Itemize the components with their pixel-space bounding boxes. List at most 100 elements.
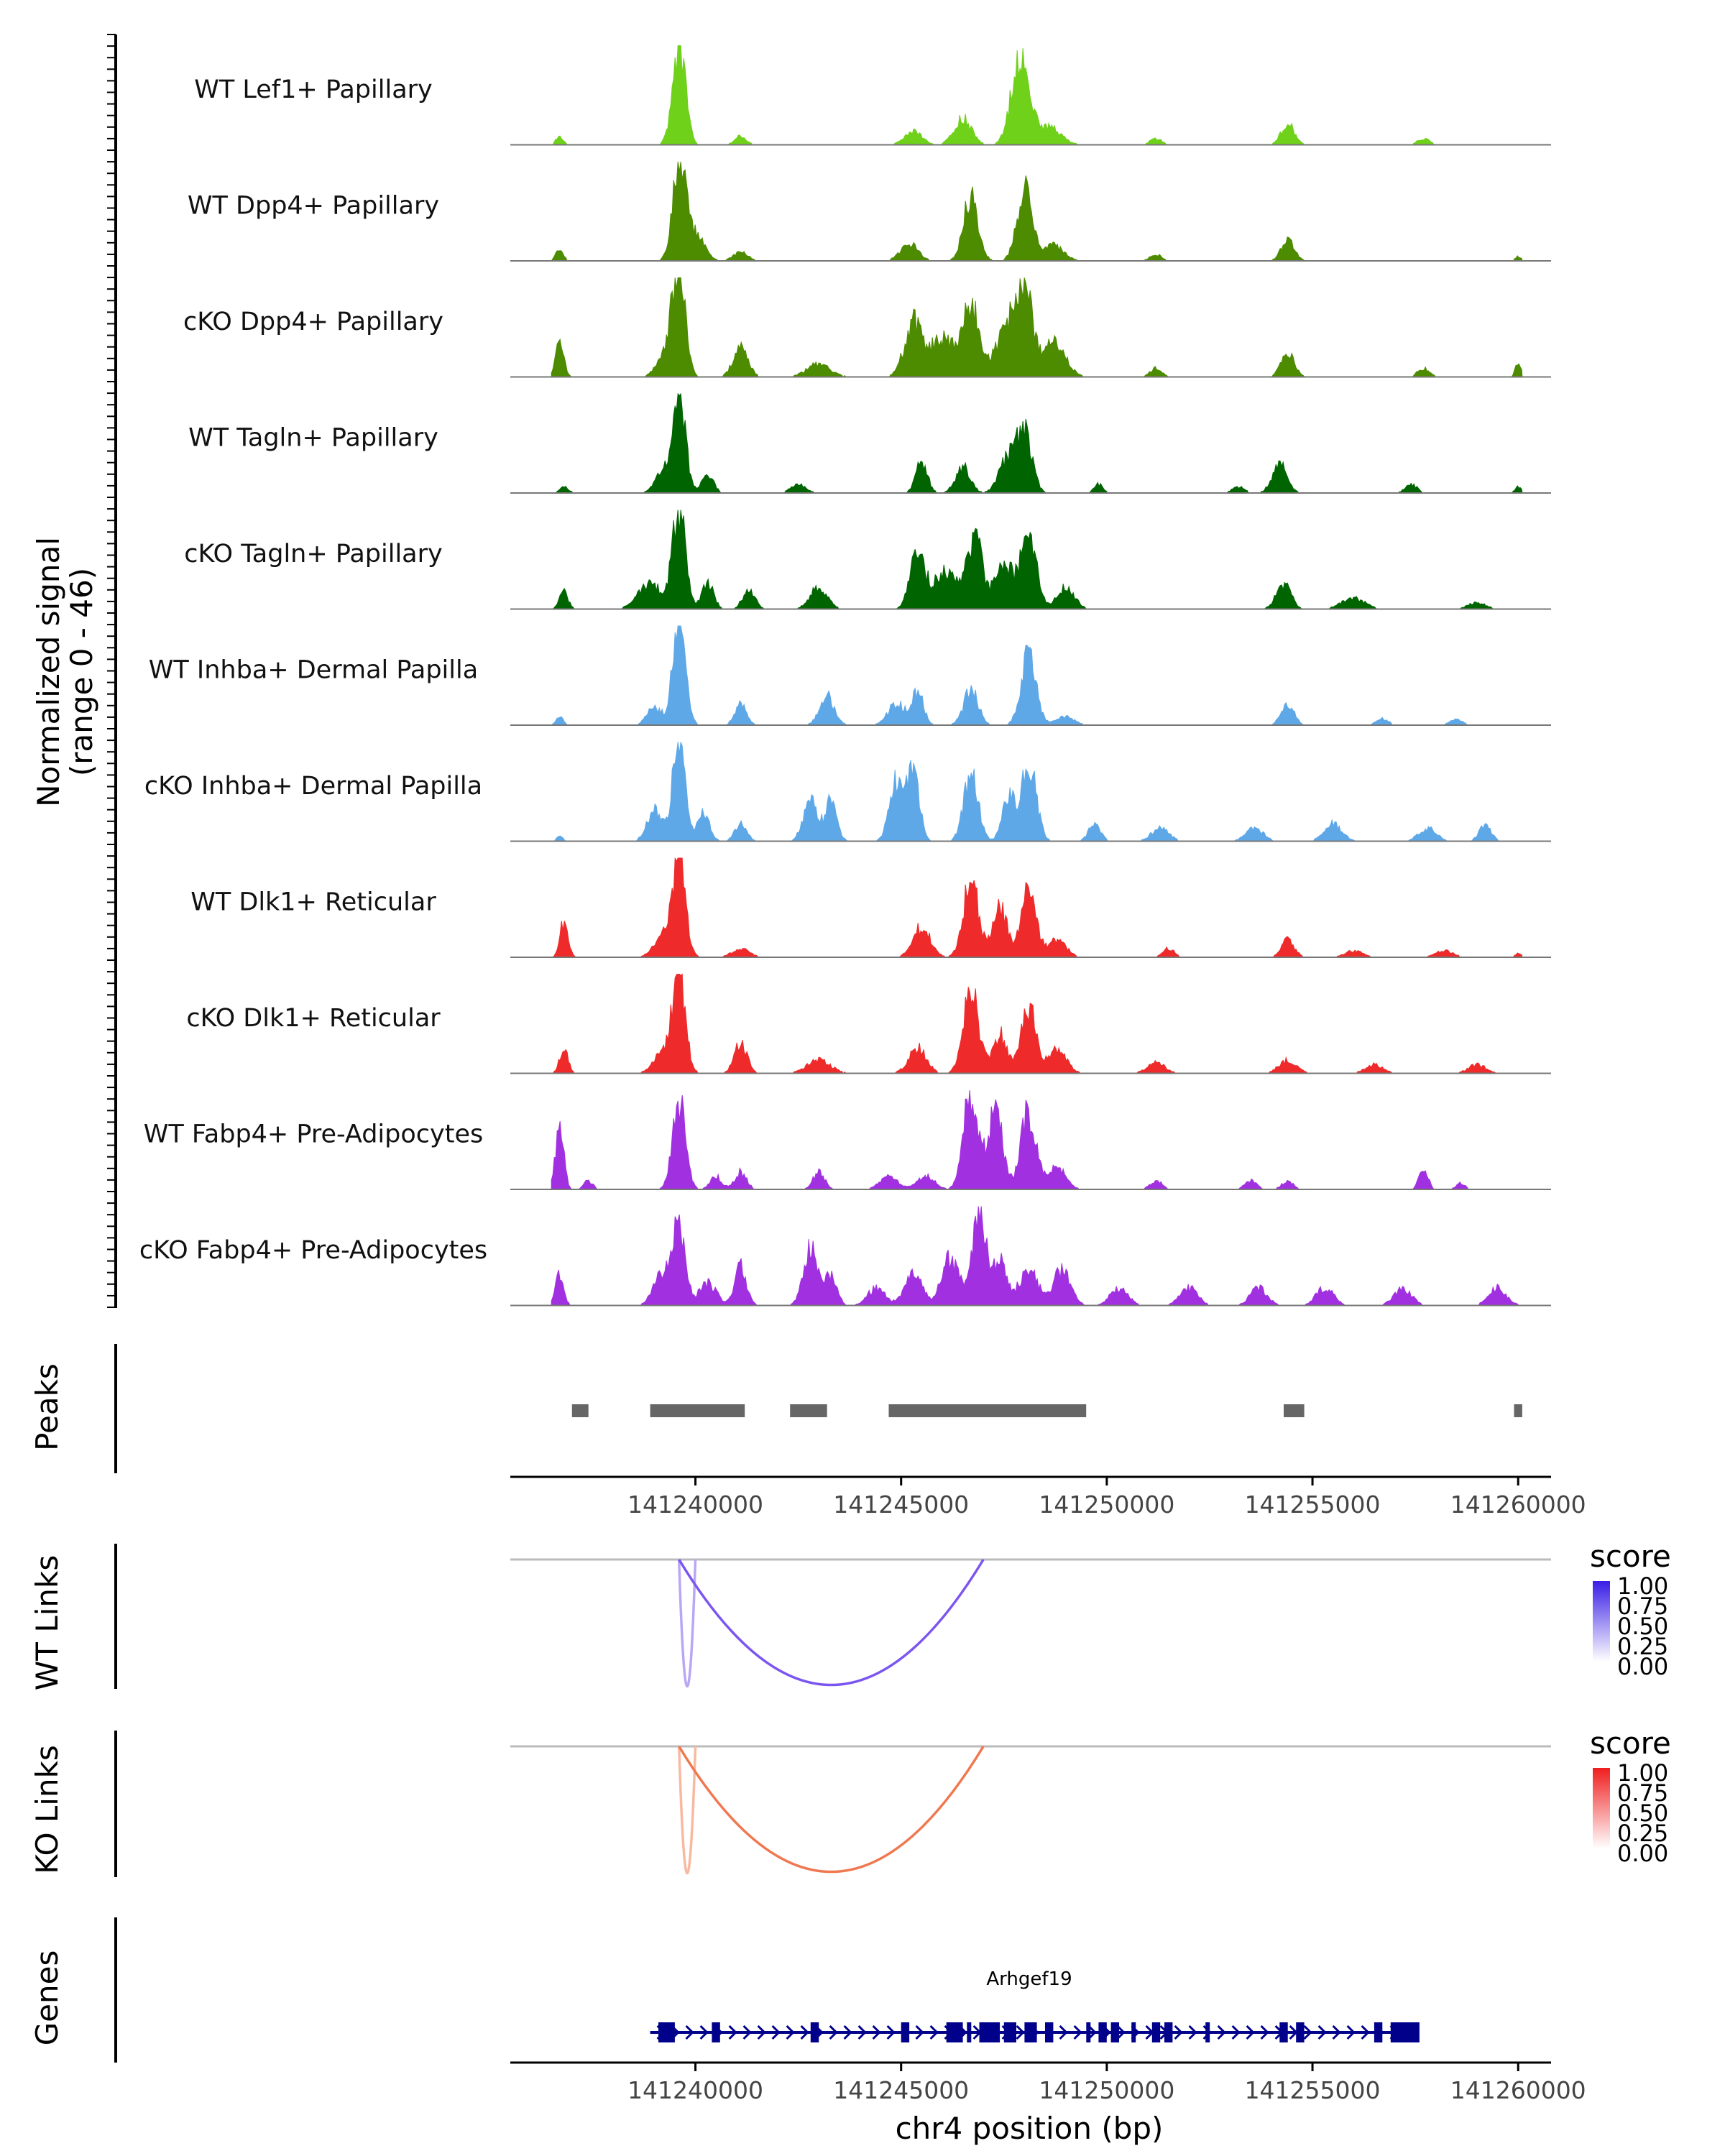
strand-arrow xyxy=(915,2024,924,2040)
coverage-track: cKO Fabp4+ Pre-Adipocytes xyxy=(139,1206,1551,1307)
strand-arrow xyxy=(1246,2024,1255,2040)
coverage-track: cKO Dpp4+ Papillary xyxy=(183,277,1551,378)
coverage-y-axis-range-label: (range 0 - 46) xyxy=(64,568,99,776)
coverage-track: WT Fabp4+ Pre-Adipocytes xyxy=(144,1089,1551,1190)
strand-arrow xyxy=(829,2024,838,2040)
coverage-track: WT Inhba+ Dermal Papilla xyxy=(149,625,1551,726)
exon xyxy=(1164,2022,1173,2042)
strand-arrow xyxy=(1361,2024,1370,2040)
exon xyxy=(712,2022,720,2042)
x-tick-label: 141260000 xyxy=(1450,2076,1586,2104)
wt-links-panel: WT Links xyxy=(29,1544,117,1690)
strand-arrow xyxy=(800,2024,809,2040)
track-label: WT Tagln+ Papillary xyxy=(188,424,438,453)
legend-tick-label: 1.00 xyxy=(1617,1572,1668,1600)
legend-tick-label: 0.75 xyxy=(1617,1593,1668,1620)
coverage-track: WT Lef1+ Papillary xyxy=(194,45,1551,146)
exon xyxy=(1205,2022,1210,2042)
link-arc xyxy=(677,1746,697,1875)
wt-links-label: WT Links xyxy=(29,1555,65,1690)
strand-arrow xyxy=(929,2024,939,2040)
legend-tick-label: 0.25 xyxy=(1617,1820,1668,1847)
strand-arrow xyxy=(786,2024,795,2040)
track-label: cKO Dpp4+ Papillary xyxy=(183,308,443,336)
x-tick-label: 141250000 xyxy=(1039,1491,1174,1519)
track-label: WT Fabp4+ Pre-Adipocytes xyxy=(144,1120,483,1149)
strand-arrow xyxy=(886,2024,896,2040)
ko-links-panel: KO Links xyxy=(29,1731,117,1877)
peak-region xyxy=(1284,1404,1305,1417)
coverage-track: cKO Dlk1+ Reticular xyxy=(186,973,1551,1074)
strand-arrow xyxy=(1260,2024,1269,2040)
gene-name-label: Arhgef19 xyxy=(986,1968,1072,1990)
exon xyxy=(1403,2022,1420,2042)
coverage-area xyxy=(551,510,1522,609)
peak-region xyxy=(790,1404,827,1417)
x-tick-label: 141245000 xyxy=(833,2076,969,2104)
strand-arrow xyxy=(1231,2024,1241,2040)
x-axis-label: chr4 position (bp) xyxy=(896,2111,1164,2146)
strand-arrow xyxy=(1116,2024,1126,2040)
peaks-panel: Peaks 141240000 141245000 141250000 1412550… xyxy=(29,1344,1586,1519)
track-label: WT Dlk1+ Reticular xyxy=(190,888,436,917)
x-tick-label: 141255000 xyxy=(1245,1491,1381,1519)
track-label: WT Inhba+ Dermal Papilla xyxy=(149,656,478,685)
exon xyxy=(946,2022,963,2042)
legend-tick-label: 0.00 xyxy=(1617,1653,1668,1680)
strand-arrow xyxy=(757,2024,766,2040)
track-label: cKO Inhba+ Dermal Papilla xyxy=(144,772,482,801)
strand-arrow xyxy=(685,2024,694,2040)
strand-arrow xyxy=(742,2024,752,2040)
peak-region xyxy=(571,1404,589,1417)
exon xyxy=(1086,2022,1091,2042)
track-label: WT Dpp4+ Papillary xyxy=(188,192,439,221)
peak-region xyxy=(1514,1404,1522,1417)
coverage-track: WT Dpp4+ Papillary xyxy=(188,161,1551,262)
exon xyxy=(979,2022,1000,2042)
exon xyxy=(1151,2022,1161,2042)
coverage-panel: Normalized signal (range 0 - 46) WT Lef1… xyxy=(31,34,1551,1308)
genes-label: Genes xyxy=(29,1950,65,2046)
peaks-label: Peaks xyxy=(29,1363,65,1451)
exon xyxy=(1296,2022,1305,2042)
legend-tick-label: 1.00 xyxy=(1617,1759,1668,1787)
legend-tick-label: 0.75 xyxy=(1617,1779,1668,1807)
link-arc xyxy=(677,1559,697,1688)
strand-arrow xyxy=(1059,2024,1068,2040)
legend-tick-label: 0.50 xyxy=(1617,1613,1668,1640)
exon xyxy=(1390,2022,1403,2042)
coverage-track: WT Dlk1+ Reticular xyxy=(190,857,1551,958)
strand-arrow xyxy=(1217,2024,1226,2040)
peak-region xyxy=(888,1404,1087,1417)
strand-arrow xyxy=(1332,2024,1341,2040)
strand-arrow xyxy=(1346,2024,1356,2040)
ko-links-label: KO Links xyxy=(29,1745,65,1874)
coverage-track: WT Tagln+ Papillary xyxy=(188,392,1551,494)
exon xyxy=(1003,2022,1016,2042)
strand-arrow xyxy=(1073,2024,1082,2040)
exon xyxy=(901,2022,910,2042)
x-tick-label: 141240000 xyxy=(627,1491,763,1519)
strand-arrow xyxy=(1303,2024,1312,2040)
legend-title: score xyxy=(1590,1726,1671,1761)
coverage-y-axis-label: Normalized signal xyxy=(31,537,66,807)
strand-arrow xyxy=(728,2024,737,2040)
strand-arrow xyxy=(857,2024,867,2040)
coverage-track: cKO Inhba+ Dermal Papilla xyxy=(144,742,1551,842)
exon xyxy=(1279,2022,1288,2042)
strand-arrow xyxy=(699,2024,709,2040)
legend-tick-label: 0.25 xyxy=(1617,1633,1668,1660)
legend-title: score xyxy=(1590,1539,1671,1574)
exon xyxy=(658,2022,675,2042)
coverage-track: cKO Tagln+ Papillary xyxy=(184,510,1551,610)
x-tick-label: 141250000 xyxy=(1039,2076,1174,2104)
legend-tick-label: 0.00 xyxy=(1617,1840,1668,1867)
strand-arrow xyxy=(1087,2024,1097,2040)
exon xyxy=(1110,2022,1119,2042)
exon xyxy=(810,2022,819,2042)
exon xyxy=(1098,2022,1107,2042)
track-label: cKO Dlk1+ Reticular xyxy=(186,1004,441,1033)
